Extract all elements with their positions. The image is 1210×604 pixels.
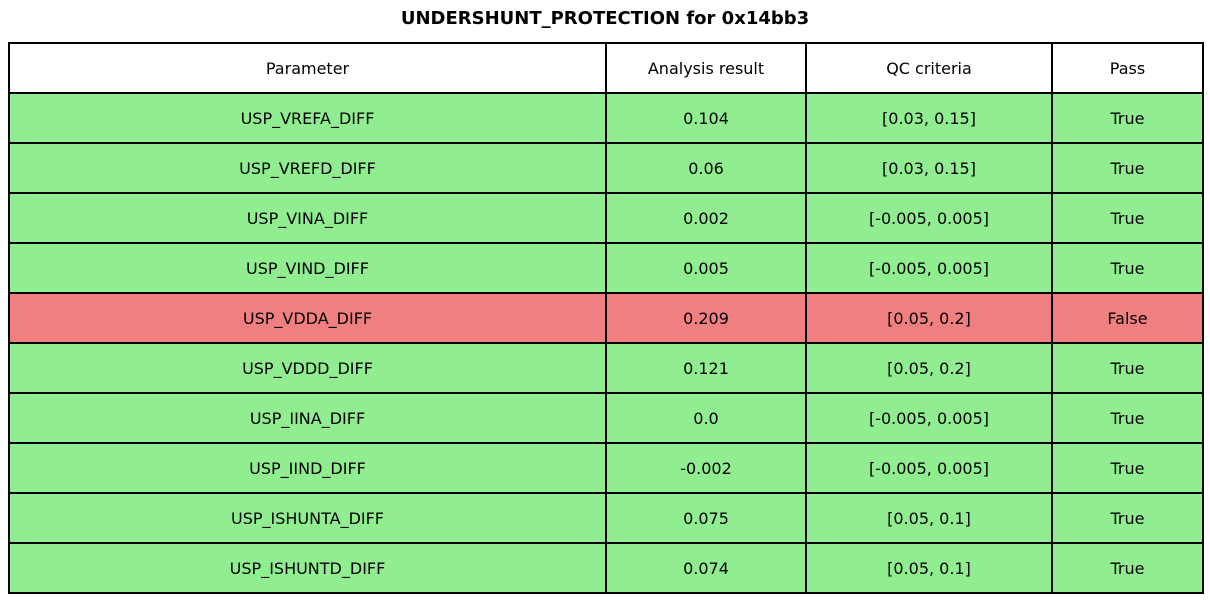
parameter-cell: USP_VDDA_DIFF (8, 292, 607, 344)
table-row: USP_VREFA_DIFF 0.104 [0.03, 0.15] True (8, 92, 1204, 144)
analysis-result-cell: 0.209 (605, 292, 807, 344)
qc-criteria-cell: [0.05, 0.1] (805, 542, 1053, 594)
analysis-result-cell: 0.06 (605, 142, 807, 194)
qc-criteria-cell: [0.03, 0.15] (805, 142, 1053, 194)
table-row: USP_IIND_DIFF -0.002 [-0.005, 0.005] Tru… (8, 442, 1204, 494)
column-header-parameter: Parameter (8, 42, 607, 94)
qc-results-table: Parameter Analysis result QC criteria Pa… (8, 42, 1204, 594)
pass-cell: True (1051, 142, 1204, 194)
column-header-analysis-result: Analysis result (605, 42, 807, 94)
table-row: USP_VDDD_DIFF 0.121 [0.05, 0.2] True (8, 342, 1204, 394)
parameter-cell: USP_VREFA_DIFF (8, 92, 607, 144)
qc-criteria-cell: [-0.005, 0.005] (805, 392, 1053, 444)
table-row: USP_VINA_DIFF 0.002 [-0.005, 0.005] True (8, 192, 1204, 244)
pass-cell: True (1051, 192, 1204, 244)
qc-criteria-cell: [-0.005, 0.005] (805, 192, 1053, 244)
pass-cell: True (1051, 492, 1204, 544)
qc-criteria-cell: [0.05, 0.2] (805, 292, 1053, 344)
qc-criteria-cell: [0.03, 0.15] (805, 92, 1053, 144)
pass-cell: True (1051, 242, 1204, 294)
parameter-cell: USP_ISHUNTA_DIFF (8, 492, 607, 544)
analysis-result-cell: 0.074 (605, 542, 807, 594)
qc-criteria-cell: [-0.005, 0.005] (805, 242, 1053, 294)
analysis-result-cell: 0.0 (605, 392, 807, 444)
pass-cell: False (1051, 292, 1204, 344)
parameter-cell: USP_IINA_DIFF (8, 392, 607, 444)
column-header-pass: Pass (1051, 42, 1204, 94)
table-row: USP_ISHUNTD_DIFF 0.074 [0.05, 0.1] True (8, 542, 1204, 594)
analysis-result-cell: -0.002 (605, 442, 807, 494)
table-row: USP_VREFD_DIFF 0.06 [0.03, 0.15] True (8, 142, 1204, 194)
pass-cell: True (1051, 442, 1204, 494)
table-row: USP_IINA_DIFF 0.0 [-0.005, 0.005] True (8, 392, 1204, 444)
analysis-result-cell: 0.121 (605, 342, 807, 394)
parameter-cell: USP_ISHUNTD_DIFF (8, 542, 607, 594)
analysis-result-cell: 0.075 (605, 492, 807, 544)
parameter-cell: USP_VREFD_DIFF (8, 142, 607, 194)
pass-cell: True (1051, 542, 1204, 594)
figure-title: UNDERSHUNT_PROTECTION for 0x14bb3 (400, 8, 810, 29)
pass-cell: True (1051, 92, 1204, 144)
qc-criteria-cell: [0.05, 0.2] (805, 342, 1053, 394)
analysis-result-cell: 0.104 (605, 92, 807, 144)
qc-criteria-cell: [0.05, 0.1] (805, 492, 1053, 544)
analysis-result-cell: 0.005 (605, 242, 807, 294)
table-row: USP_ISHUNTA_DIFF 0.075 [0.05, 0.1] True (8, 492, 1204, 544)
table-row: USP_VIND_DIFF 0.005 [-0.005, 0.005] True (8, 242, 1204, 294)
pass-cell: True (1051, 392, 1204, 444)
table-row: USP_VDDA_DIFF 0.209 [0.05, 0.2] False (8, 292, 1204, 344)
analysis-result-cell: 0.002 (605, 192, 807, 244)
parameter-cell: USP_VIND_DIFF (8, 242, 607, 294)
header-row: Parameter Analysis result QC criteria Pa… (8, 42, 1204, 94)
column-header-qc-criteria: QC criteria (805, 42, 1053, 94)
parameter-cell: USP_VDDD_DIFF (8, 342, 607, 394)
parameter-cell: USP_VINA_DIFF (8, 192, 607, 244)
qc-criteria-cell: [-0.005, 0.005] (805, 442, 1053, 494)
parameter-cell: USP_IIND_DIFF (8, 442, 607, 494)
pass-cell: True (1051, 342, 1204, 394)
